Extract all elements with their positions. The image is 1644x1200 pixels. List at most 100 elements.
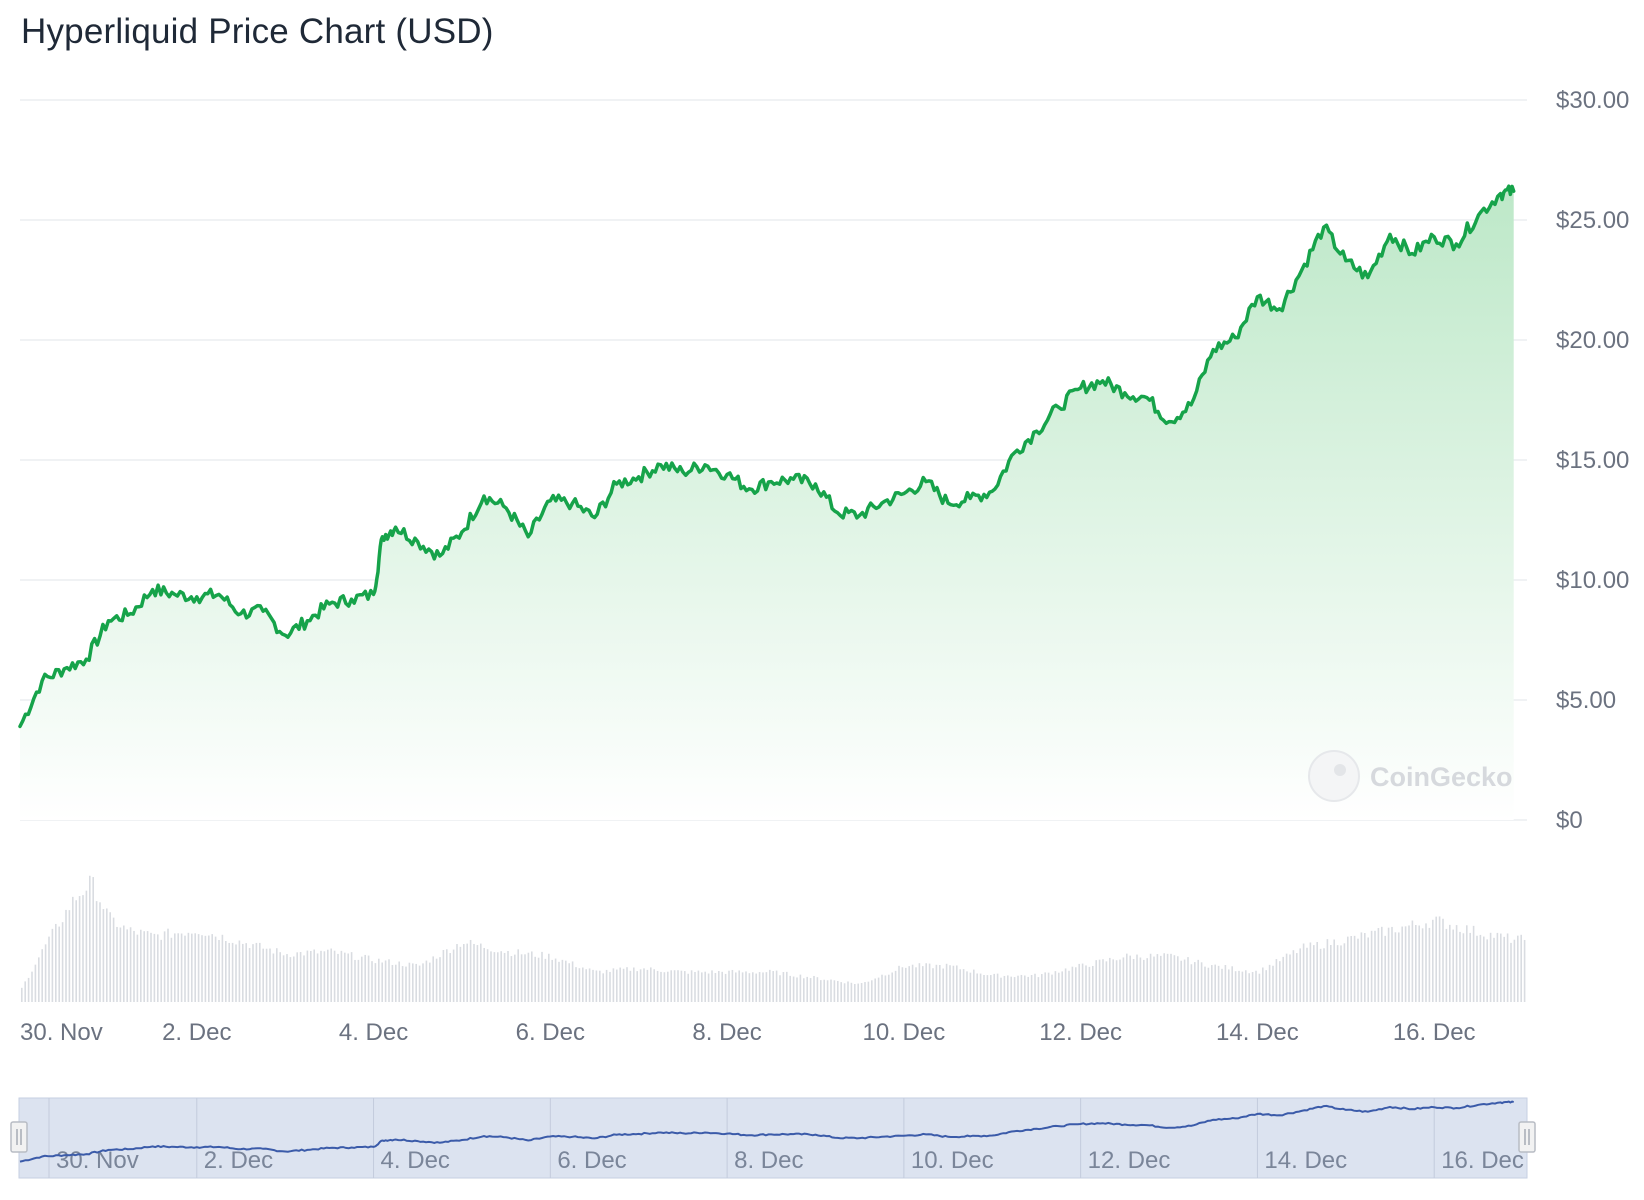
x-tick-label: 8. Dec xyxy=(692,1019,761,1046)
volume-bar xyxy=(1279,961,1281,1002)
volume-bar xyxy=(146,931,149,1002)
volume-bar xyxy=(388,959,390,1002)
volume-bar xyxy=(663,972,666,1002)
volume-bar xyxy=(1384,935,1386,1002)
volume-bar xyxy=(44,944,47,1002)
volume-bar xyxy=(201,935,203,1002)
volume-bar xyxy=(962,969,965,1002)
volume-bar xyxy=(673,970,676,1002)
volume-bar xyxy=(279,952,281,1002)
volume-bar xyxy=(248,948,251,1002)
volume-bar xyxy=(966,971,968,1002)
volume-bar xyxy=(1506,933,1509,1002)
volume-bar xyxy=(170,937,173,1002)
volume-bar xyxy=(364,954,366,1002)
volume-bar xyxy=(452,949,455,1002)
navigator-right-handle[interactable] xyxy=(1518,1121,1536,1153)
price-line[interactable] xyxy=(18,184,1516,729)
volume-bar xyxy=(643,968,645,1002)
chart-title: Hyperliquid Price Chart (USD) xyxy=(21,12,494,51)
volume-bar xyxy=(939,964,941,1002)
volume-bar xyxy=(575,967,577,1002)
volume-bar xyxy=(1027,976,1029,1002)
volume-bar xyxy=(605,969,608,1002)
volume-bar xyxy=(99,902,101,1002)
volume-bar xyxy=(626,967,628,1002)
volume-bar xyxy=(82,895,84,1002)
volume-bar xyxy=(1177,956,1179,1002)
volume-bar xyxy=(1024,975,1026,1002)
volume-bar xyxy=(996,973,999,1002)
volume-bar xyxy=(384,960,387,1002)
volume-bar xyxy=(1289,954,1291,1002)
volume-bar xyxy=(483,947,485,1002)
volume-bar xyxy=(225,940,227,1002)
volume-bar xyxy=(1007,975,1009,1002)
volume-bar xyxy=(197,934,200,1002)
navigator-tick-label: 16. Dec xyxy=(1441,1147,1524,1174)
volume-bar xyxy=(1353,935,1356,1002)
volume-bar xyxy=(884,975,887,1002)
volume-bar xyxy=(731,969,734,1002)
volume-bar xyxy=(1462,933,1465,1002)
volume-bar xyxy=(153,933,156,1002)
x-tick-label: 4. Dec xyxy=(339,1019,408,1046)
volume-bar xyxy=(554,958,557,1002)
y-tick-label: $15.00 xyxy=(1556,447,1629,474)
volume-bar xyxy=(48,936,50,1002)
volume-bar xyxy=(1486,939,1488,1002)
volume-bar xyxy=(68,910,71,1002)
volume-bar xyxy=(1105,961,1108,1002)
volume-bar xyxy=(38,957,40,1002)
volume-bar xyxy=(864,982,866,1002)
volume-bar xyxy=(361,956,363,1002)
volume-bar xyxy=(1510,942,1512,1002)
volume-bar xyxy=(1333,939,1335,1002)
volume-bar xyxy=(21,987,23,1002)
volume-bar xyxy=(174,933,176,1002)
volume-bar xyxy=(1387,927,1390,1002)
volume-bar xyxy=(371,961,373,1002)
volume-bar xyxy=(330,948,332,1002)
volume-bar xyxy=(1425,923,1427,1002)
volume-bar xyxy=(480,943,482,1002)
volume-bar xyxy=(1404,926,1407,1002)
volume-bar xyxy=(1180,960,1182,1002)
volume-bar xyxy=(1408,925,1410,1002)
navigator-left-handle[interactable] xyxy=(10,1121,28,1153)
volume-bar xyxy=(520,954,523,1002)
volume-bar xyxy=(599,970,601,1002)
volume-bar xyxy=(738,970,740,1002)
volume-bar xyxy=(333,950,336,1002)
volume-bar xyxy=(123,925,125,1002)
volume-bar xyxy=(945,963,948,1002)
volume-bar xyxy=(571,961,574,1002)
volume-bar xyxy=(809,978,812,1002)
volume-bar xyxy=(745,971,747,1002)
volume-bar xyxy=(595,970,598,1002)
volume-bar xyxy=(704,971,706,1002)
volume-bar xyxy=(1187,957,1189,1002)
volume-bar xyxy=(959,969,961,1002)
volume-bar xyxy=(592,969,594,1002)
price-area xyxy=(20,186,1514,820)
navigator-window[interactable] xyxy=(18,1097,1528,1179)
volume-bar xyxy=(952,965,955,1002)
volume-bar xyxy=(252,944,254,1002)
volume-bar xyxy=(208,935,210,1002)
volume-bar xyxy=(1302,943,1305,1002)
volume-bar xyxy=(119,927,122,1002)
volume-bar xyxy=(58,926,60,1002)
navigator-tick-label: 12. Dec xyxy=(1088,1147,1171,1174)
volume-bars xyxy=(21,875,1526,1002)
x-tick-label: 2. Dec xyxy=(162,1019,231,1046)
volume-bar xyxy=(697,970,700,1002)
volume-bar xyxy=(204,935,207,1002)
volume-bar xyxy=(1102,959,1104,1002)
volume-bar xyxy=(1058,972,1060,1002)
volume-bar xyxy=(928,963,931,1002)
range-navigator[interactable]: 30. Nov 2. Dec 4. Dec 6. Dec 8. Dec 10. Dec 12… xyxy=(10,1097,1536,1179)
volume-bar xyxy=(517,949,519,1002)
volume-bar xyxy=(755,973,757,1002)
